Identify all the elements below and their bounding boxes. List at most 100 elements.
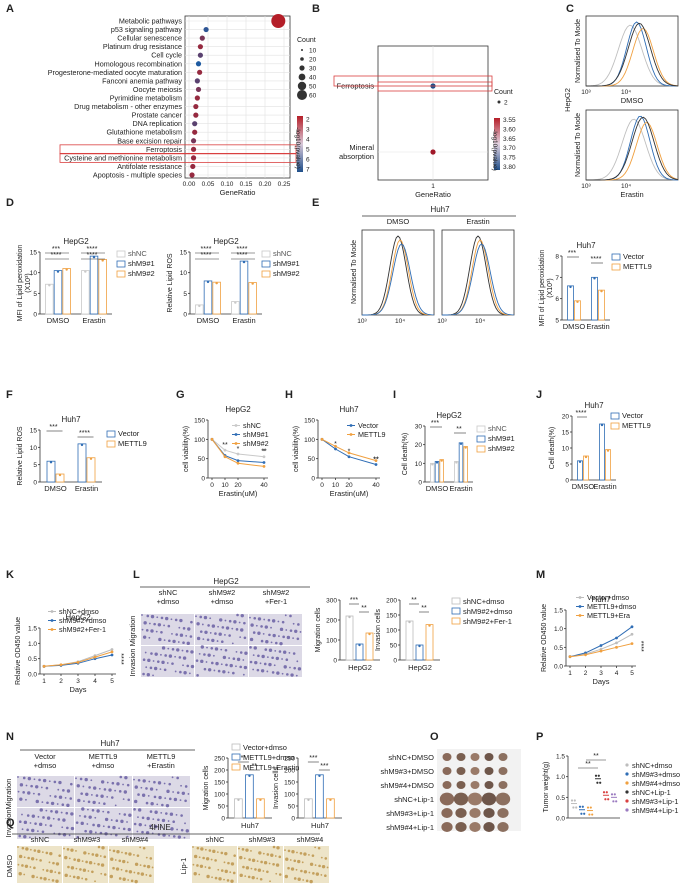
O-tumor	[497, 822, 509, 832]
D2-dot	[206, 280, 210, 284]
B-legend-count-title: Count	[494, 89, 513, 96]
E-x-tick-label: 10⁴	[395, 318, 405, 325]
L-cell	[149, 666, 153, 670]
Q-lip-cell	[198, 856, 201, 859]
O-tumor	[498, 753, 508, 761]
L2-significance: ***	[350, 597, 358, 604]
O-tumor	[484, 767, 494, 775]
L-cell	[279, 627, 284, 632]
N-cell	[146, 816, 150, 821]
Q-dmso-cell	[110, 857, 114, 861]
N-cell	[161, 803, 164, 807]
Q-lip-cell	[284, 874, 289, 879]
L-cell	[209, 617, 212, 620]
F-dot	[89, 457, 93, 460]
A-colorbar-label: 4	[306, 137, 310, 144]
L-cell	[198, 652, 201, 655]
F-legend-swatch	[106, 430, 116, 438]
N-cell	[160, 812, 163, 814]
Q-dmso-cell	[97, 863, 100, 866]
N-cell	[149, 787, 154, 791]
Q-lip-cell	[312, 872, 315, 875]
L-cell	[179, 633, 184, 637]
N-cell	[161, 818, 166, 823]
L-cell	[289, 629, 293, 632]
Q-lip-cell	[214, 859, 217, 862]
C-y-axis-title: Normalised To Mode	[575, 113, 582, 177]
N-legend-swatch	[231, 753, 241, 761]
N-cell	[126, 821, 128, 823]
B-colorbar-label: 3.55	[503, 117, 516, 124]
G-y-tick-label: 0	[201, 476, 205, 483]
N-cell	[103, 788, 107, 791]
O-tumor	[483, 808, 495, 818]
E2-legend-label: Vector	[623, 252, 645, 261]
Q-lip-cell	[204, 848, 207, 851]
Q-dmso-cell	[100, 863, 105, 867]
N-cell	[89, 830, 93, 834]
K-legend-label: shM9#2+Fer-1	[59, 625, 106, 634]
L2-y-tick-label: 200	[326, 618, 337, 625]
Q-column-label: shNC	[206, 835, 225, 844]
B-x-tick-label: 1	[431, 183, 435, 190]
E2-dot	[569, 285, 572, 289]
I-dot	[459, 442, 463, 445]
O-tumor	[456, 753, 466, 761]
Q-dmso-cell	[95, 853, 99, 857]
L-legend-swatch	[451, 617, 461, 625]
N-cell	[122, 783, 124, 786]
Q-column-label: shM9#4	[297, 835, 324, 844]
Q-lip-cell	[262, 852, 265, 855]
P-point	[607, 798, 610, 801]
Q-dmso-cell	[91, 870, 94, 874]
Q-lip-cell	[300, 869, 303, 873]
Q-lip-cell	[269, 880, 271, 883]
P-legend-label: shM9#4+dmso	[632, 779, 680, 788]
N-cell	[21, 828, 24, 831]
D1-bar	[62, 268, 71, 315]
panel-label-N: N	[6, 731, 14, 743]
L-cell	[182, 641, 185, 644]
L-cell	[170, 618, 173, 621]
Q-lip-cell	[278, 873, 282, 876]
M-x-tick-label: 4	[615, 670, 619, 677]
K-legend-label: shNC+dmso	[59, 607, 99, 616]
Q-lip-cell	[324, 874, 327, 878]
N-cell	[18, 834, 22, 838]
N-cell	[86, 823, 89, 825]
Q-dmso-cell	[85, 860, 88, 864]
I-y-tick-label: 0	[418, 480, 422, 487]
N-cell	[37, 792, 41, 796]
N2-y-tick-label: 250	[214, 756, 225, 763]
N-cell	[141, 816, 145, 820]
L-cell	[256, 668, 260, 672]
N-cell	[95, 794, 99, 797]
I-legend-swatch	[476, 445, 486, 453]
C-hist-dmso-frame	[585, 15, 679, 87]
H-point	[374, 459, 378, 462]
B-colorbar-label: 3.70	[503, 145, 516, 152]
L-cell	[187, 627, 191, 631]
L-cell	[182, 656, 187, 660]
N-cell	[110, 819, 113, 821]
J-y-tick-label: 0	[565, 478, 569, 485]
A-legend-count-label: 20	[309, 57, 317, 64]
Q-dmso-cell	[140, 872, 145, 876]
L-cell	[279, 641, 283, 646]
Q-dmso-cell	[149, 874, 152, 878]
Q-lip-cell	[314, 846, 317, 849]
O-row-label: shM9#3+DMSO	[380, 767, 434, 776]
L-cell	[161, 646, 166, 650]
A-highlight-box	[59, 152, 297, 163]
L-column-label: +dmso	[157, 597, 180, 606]
E2-y-tick-label: 6	[555, 296, 559, 303]
M-x-tick-label: 2	[584, 670, 588, 677]
D2-legend-label: shNC	[273, 249, 292, 258]
Q-dmso-cell	[23, 856, 26, 859]
A-legend-count-label: 50	[309, 84, 317, 91]
N-cell	[187, 793, 190, 795]
L-micrograph	[195, 646, 248, 677]
L-cell	[283, 650, 287, 654]
M-x-tick-label: 3	[599, 670, 603, 677]
L-cell	[222, 670, 226, 674]
